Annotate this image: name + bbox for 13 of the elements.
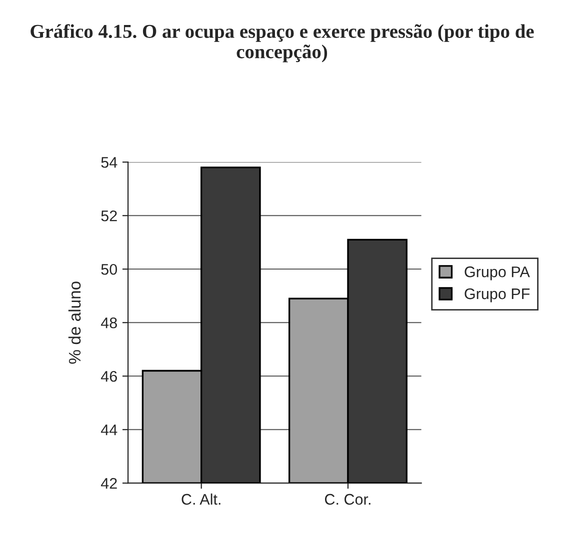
y-tick-label: 42 bbox=[100, 478, 117, 489]
y-tick-label: 48 bbox=[100, 317, 117, 328]
chart-title: Gráfico 4.15. O ar ocupa espaço e exerce pressão (por tipo de concepção) bbox=[30, 24, 534, 62]
y-tick-label: 52 bbox=[101, 210, 117, 222]
legend-label: Grupo PA bbox=[464, 266, 530, 280]
y-tick-label: 50 bbox=[101, 264, 118, 275]
x-tick-label: C. Alt. bbox=[182, 494, 220, 505]
x-tick-label: C. Cor. bbox=[324, 494, 370, 505]
y-tick-label: 44 bbox=[100, 424, 118, 436]
y-tick-label: 54 bbox=[101, 157, 118, 168]
y-tick-label: 46 bbox=[100, 370, 117, 382]
y-axis-title: % de aluno bbox=[68, 282, 81, 364]
legend-label: Grupo PF bbox=[464, 288, 530, 302]
